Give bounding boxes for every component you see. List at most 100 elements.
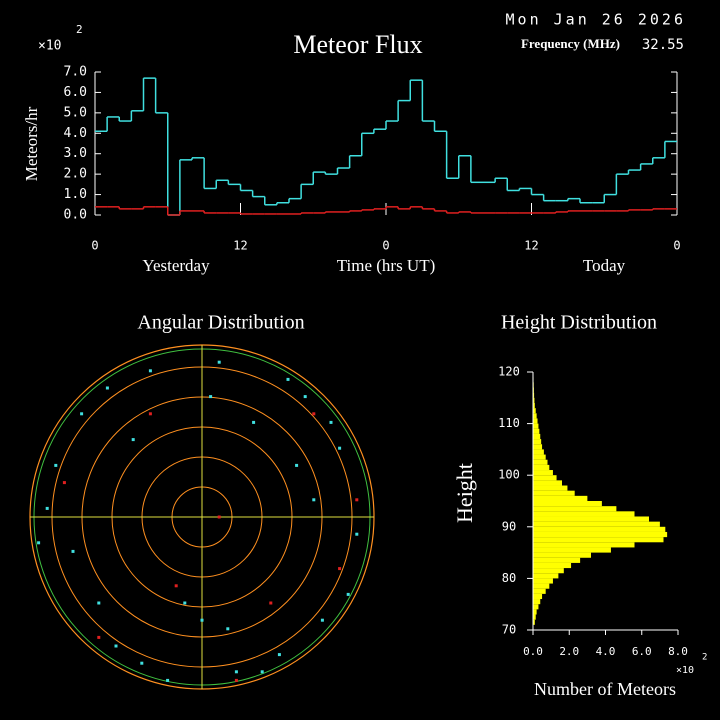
y-axis-label: Meteors/hr — [22, 106, 41, 181]
x-tick-label: 0 — [673, 239, 680, 253]
bar — [533, 428, 540, 434]
bar — [533, 397, 535, 403]
meteor-point — [234, 670, 238, 674]
meteor-point — [71, 549, 75, 553]
height-axis-label: Height — [452, 463, 477, 523]
y-tick-label: 80 — [502, 571, 516, 585]
x-tick-label: 12 — [233, 239, 247, 253]
bar — [533, 433, 541, 440]
x-tick-label: 8.0 — [668, 645, 688, 658]
date: Mon Jan 26 2026 — [506, 11, 686, 29]
meteor-point — [286, 377, 290, 381]
bar — [533, 588, 546, 594]
bar — [533, 402, 535, 409]
meteor-point — [166, 678, 170, 682]
meteor-point — [97, 601, 101, 605]
bar — [533, 573, 559, 579]
meteor-point — [148, 369, 152, 373]
x-multiplier-exp: 2 — [702, 653, 707, 663]
frequency: 32.55 — [642, 37, 684, 53]
meteor-point — [183, 601, 187, 605]
bar — [533, 485, 568, 491]
count-axis-label: Number of Meteors — [534, 679, 676, 699]
meteor-point — [140, 661, 144, 665]
y-tick-label: 4.0 — [64, 126, 87, 141]
frequency-label: Frequency (MHz) — [521, 36, 620, 51]
bar — [533, 449, 544, 455]
y-tick-label: 2.0 — [64, 167, 87, 182]
bar — [533, 547, 611, 553]
meteor-point — [312, 498, 316, 502]
polar-grid — [29, 344, 375, 690]
y-multiplier: ×10 — [38, 39, 61, 54]
meteor-point — [80, 412, 84, 416]
bar — [533, 475, 557, 481]
bar — [533, 439, 542, 445]
meteor-point — [252, 420, 256, 424]
meteor-point — [312, 412, 316, 416]
y-tick-label: 90 — [502, 519, 516, 533]
meteor-point — [62, 481, 66, 485]
y-tick-label: 7.0 — [64, 65, 87, 80]
x-tick-label: 2.0 — [559, 645, 579, 658]
meteor-point — [277, 653, 281, 657]
bar — [533, 542, 635, 548]
bar — [533, 562, 572, 569]
bar — [533, 599, 541, 605]
meteor-point — [45, 506, 49, 510]
y-tick-label: 1.0 — [64, 187, 87, 202]
meteor-point — [295, 463, 299, 467]
meteor-point — [329, 420, 333, 424]
x-multiplier: ×10 — [676, 665, 694, 676]
x-tick-label: 0 — [91, 239, 98, 253]
bar — [533, 418, 538, 424]
y-tick-label: 100 — [498, 468, 520, 482]
bar — [533, 490, 575, 496]
bar — [533, 593, 543, 600]
bar — [533, 464, 550, 471]
meteor-point — [320, 618, 324, 622]
bar — [533, 557, 581, 563]
meteor-point — [217, 515, 221, 519]
bar — [533, 511, 635, 517]
bar — [533, 423, 539, 429]
bar — [533, 521, 660, 527]
day-label: Today — [583, 256, 626, 275]
bar — [533, 578, 553, 584]
flux-title: Meteor Flux — [293, 30, 422, 59]
y-tick-label: 110 — [498, 416, 520, 430]
meteor-point — [105, 386, 109, 390]
meteor-point — [217, 360, 221, 364]
bar — [533, 470, 553, 476]
bar — [533, 480, 562, 486]
meteor-point — [174, 584, 178, 588]
height-title: Height Distribution — [501, 312, 657, 334]
meteor-point — [346, 592, 350, 596]
meteor-point — [260, 670, 264, 674]
meteor-point — [355, 498, 359, 502]
y-tick-label: 6.0 — [64, 85, 87, 100]
x-tick-label: 12 — [524, 239, 538, 253]
y-tick-label: 5.0 — [64, 105, 87, 120]
bar — [533, 459, 548, 465]
meteor-point — [234, 678, 238, 682]
day-label: Yesterday — [142, 256, 210, 275]
x-tick-label: 0.0 — [523, 645, 543, 658]
meteor-point — [226, 627, 230, 631]
y-tick-label: 70 — [502, 623, 516, 637]
bar — [533, 444, 543, 450]
meteor-point — [37, 541, 41, 545]
bar — [533, 506, 617, 512]
x-tick-label: 0 — [382, 239, 389, 253]
bar — [533, 537, 664, 543]
bar — [533, 568, 564, 574]
y-multiplier-exp: 2 — [76, 23, 83, 36]
meteor-point — [97, 635, 101, 639]
bar — [533, 552, 591, 558]
meteor-point — [355, 532, 359, 536]
meteor-point — [54, 463, 58, 467]
bar — [533, 609, 537, 615]
y-tick-label: 0.0 — [64, 208, 87, 223]
bar — [533, 526, 666, 532]
